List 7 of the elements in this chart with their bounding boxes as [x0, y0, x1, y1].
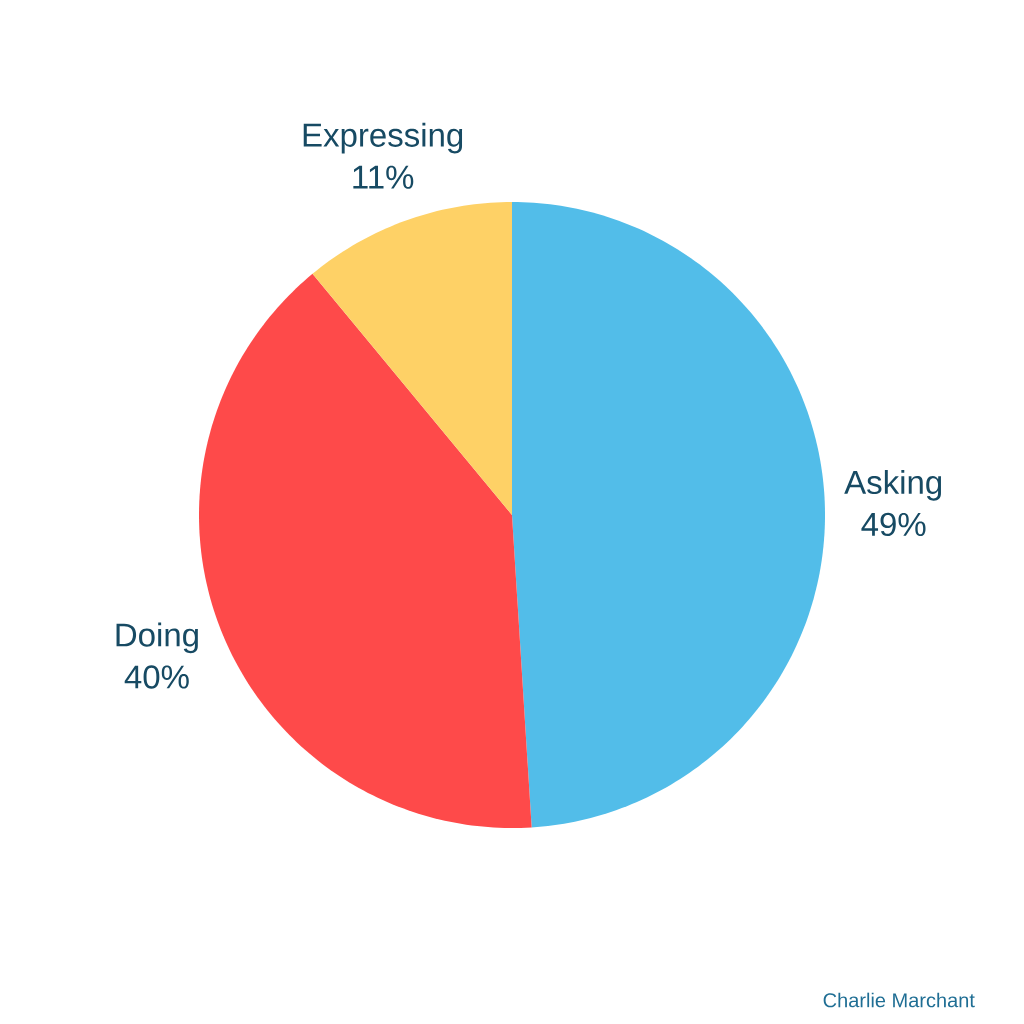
slice-label: Asking [844, 469, 942, 501]
data-label: 40% [124, 665, 189, 689]
data-label: 11% [353, 165, 414, 189]
data-label: 49% [861, 512, 926, 537]
text: Charlie Marchant [823, 992, 975, 1008]
slice-label: Expressing [303, 122, 463, 154]
slice-label: Doing [116, 622, 198, 654]
